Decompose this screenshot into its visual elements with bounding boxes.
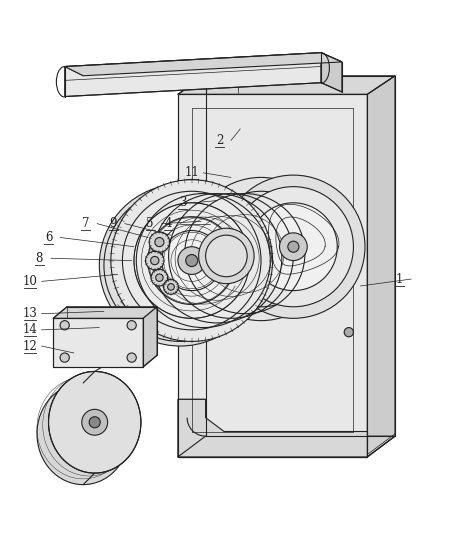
Circle shape (164, 279, 178, 294)
Circle shape (148, 217, 236, 304)
Circle shape (168, 284, 174, 290)
Circle shape (60, 320, 69, 330)
Circle shape (134, 203, 249, 318)
Text: 8: 8 (36, 252, 43, 265)
Text: 13: 13 (23, 307, 37, 320)
Polygon shape (178, 94, 367, 457)
Circle shape (186, 255, 198, 266)
Circle shape (151, 269, 168, 286)
Circle shape (249, 203, 337, 291)
Polygon shape (321, 52, 342, 92)
Ellipse shape (49, 371, 141, 473)
Text: 14: 14 (23, 323, 37, 337)
Text: 12: 12 (23, 340, 37, 353)
Text: 11: 11 (184, 166, 199, 179)
Polygon shape (65, 52, 321, 96)
Circle shape (99, 185, 261, 346)
Polygon shape (53, 318, 143, 367)
Polygon shape (178, 432, 367, 457)
Circle shape (344, 254, 353, 263)
Text: 7: 7 (82, 217, 89, 230)
Text: 10: 10 (23, 275, 37, 288)
Circle shape (155, 238, 164, 247)
Circle shape (199, 228, 254, 284)
Polygon shape (178, 399, 367, 457)
Polygon shape (178, 436, 395, 457)
Text: 2: 2 (216, 134, 223, 147)
Circle shape (122, 192, 261, 330)
Text: 4: 4 (165, 217, 172, 230)
Circle shape (280, 233, 307, 261)
Circle shape (156, 274, 163, 281)
Polygon shape (143, 307, 157, 367)
Circle shape (82, 409, 108, 435)
Circle shape (127, 320, 136, 330)
Circle shape (111, 180, 273, 341)
Circle shape (233, 187, 353, 307)
Circle shape (178, 247, 206, 274)
Circle shape (189, 178, 333, 320)
Circle shape (344, 327, 353, 337)
Circle shape (151, 256, 159, 265)
Circle shape (288, 241, 299, 253)
Circle shape (222, 175, 365, 318)
Circle shape (60, 353, 69, 362)
Circle shape (146, 251, 164, 270)
Polygon shape (178, 76, 395, 94)
Polygon shape (367, 76, 395, 457)
Circle shape (149, 232, 170, 253)
Text: 3: 3 (179, 196, 186, 209)
Text: 6: 6 (45, 231, 52, 244)
Circle shape (162, 231, 222, 291)
Text: 5: 5 (146, 217, 154, 230)
Circle shape (127, 353, 136, 362)
Ellipse shape (37, 383, 129, 485)
Text: 9: 9 (109, 217, 117, 230)
Polygon shape (65, 52, 342, 76)
Polygon shape (53, 307, 157, 318)
Text: 1: 1 (396, 272, 403, 286)
Circle shape (206, 235, 247, 277)
Circle shape (89, 417, 100, 428)
